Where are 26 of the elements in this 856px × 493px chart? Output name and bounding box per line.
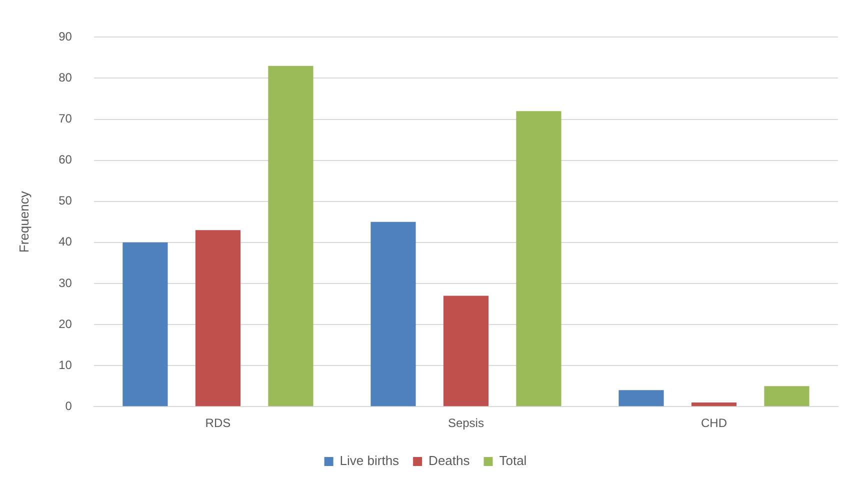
y-tick-label: 10 [58, 358, 72, 372]
x-tick-label: RDS [205, 416, 231, 430]
y-tick-label: 40 [58, 234, 72, 249]
y-tick-label: 60 [58, 152, 72, 167]
legend-label: Total [499, 453, 527, 468]
bar [516, 111, 562, 406]
bar [618, 390, 664, 406]
y-tick-label: 70 [58, 112, 72, 126]
y-tick-label: 50 [58, 194, 72, 208]
bar [268, 66, 314, 406]
x-tick-label: CHD [700, 416, 728, 430]
legend-label: Deaths [428, 453, 470, 468]
y-tick-label: 80 [58, 70, 72, 85]
legend-label: Live births [340, 453, 400, 468]
bar [764, 386, 810, 406]
bar [370, 222, 416, 406]
y-tick-label: 20 [58, 316, 72, 331]
bar [691, 402, 737, 406]
bar [195, 230, 241, 406]
bar [443, 296, 489, 406]
y-tick-label: 0 [65, 398, 72, 413]
x-tick-label: Sepsis [448, 416, 484, 430]
y-tick-label: 90 [58, 30, 72, 44]
y-axis-title: Frequency [16, 190, 32, 253]
y-tick-label: 30 [58, 276, 72, 290]
bar [122, 242, 168, 406]
